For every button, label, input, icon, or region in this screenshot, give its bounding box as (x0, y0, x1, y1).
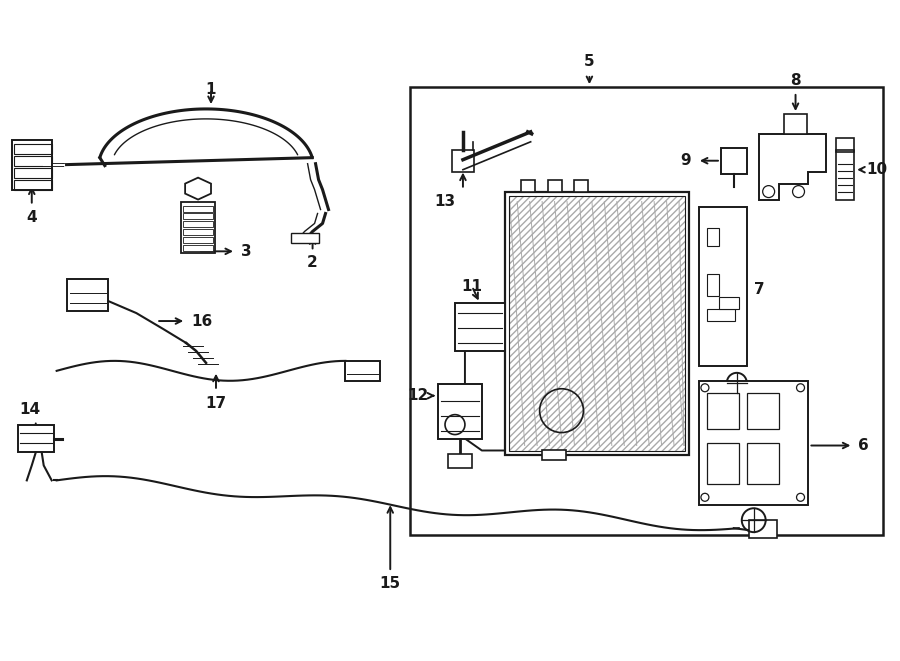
Bar (521, 180, 535, 192)
Bar (18, 424, 54, 453)
Text: 15: 15 (380, 576, 400, 591)
Bar (836, 150, 854, 200)
Text: 6: 6 (859, 438, 869, 453)
Bar (455, 303, 505, 351)
Bar (183, 206, 213, 212)
Bar (14, 156, 51, 166)
Bar (719, 297, 739, 309)
Bar (346, 361, 381, 381)
Text: 14: 14 (19, 402, 40, 416)
Bar (747, 393, 778, 428)
Text: 5: 5 (584, 54, 595, 69)
Bar (448, 455, 472, 469)
Bar (542, 451, 565, 461)
Text: 2: 2 (307, 255, 318, 270)
Text: 9: 9 (680, 153, 691, 168)
Bar (14, 180, 51, 190)
Text: 4: 4 (26, 210, 37, 225)
Text: 13: 13 (434, 194, 455, 209)
Bar (183, 245, 213, 251)
Text: 16: 16 (191, 313, 212, 329)
Bar (14, 168, 51, 178)
Text: 12: 12 (407, 388, 428, 403)
Text: 10: 10 (866, 162, 887, 177)
Text: 11: 11 (462, 279, 482, 293)
Bar (183, 221, 213, 227)
Bar (706, 229, 719, 247)
Bar (183, 237, 213, 243)
Bar (508, 196, 685, 451)
Bar (183, 214, 213, 219)
Bar (706, 393, 739, 428)
Bar (706, 442, 739, 485)
Bar (67, 279, 108, 311)
Bar (699, 206, 747, 366)
Text: 1: 1 (206, 81, 216, 97)
Bar (749, 520, 777, 538)
Text: 8: 8 (790, 73, 801, 88)
Bar (12, 140, 51, 190)
Bar (452, 150, 474, 172)
Bar (721, 148, 747, 174)
Bar (505, 192, 689, 455)
Bar (183, 229, 213, 235)
Text: 17: 17 (205, 396, 227, 410)
Bar (547, 180, 562, 192)
Text: 7: 7 (753, 282, 764, 297)
Text: 3: 3 (241, 244, 251, 259)
Bar (181, 202, 215, 253)
Bar (508, 196, 685, 451)
Bar (438, 384, 482, 438)
Bar (706, 309, 734, 321)
Bar (836, 137, 854, 152)
Bar (574, 180, 589, 192)
Polygon shape (185, 178, 211, 200)
Bar (14, 144, 51, 154)
Polygon shape (759, 134, 826, 200)
Bar (747, 442, 778, 485)
Bar (699, 381, 808, 505)
Bar (410, 87, 883, 535)
Bar (291, 233, 319, 243)
Bar (706, 274, 719, 296)
Bar (784, 114, 807, 134)
